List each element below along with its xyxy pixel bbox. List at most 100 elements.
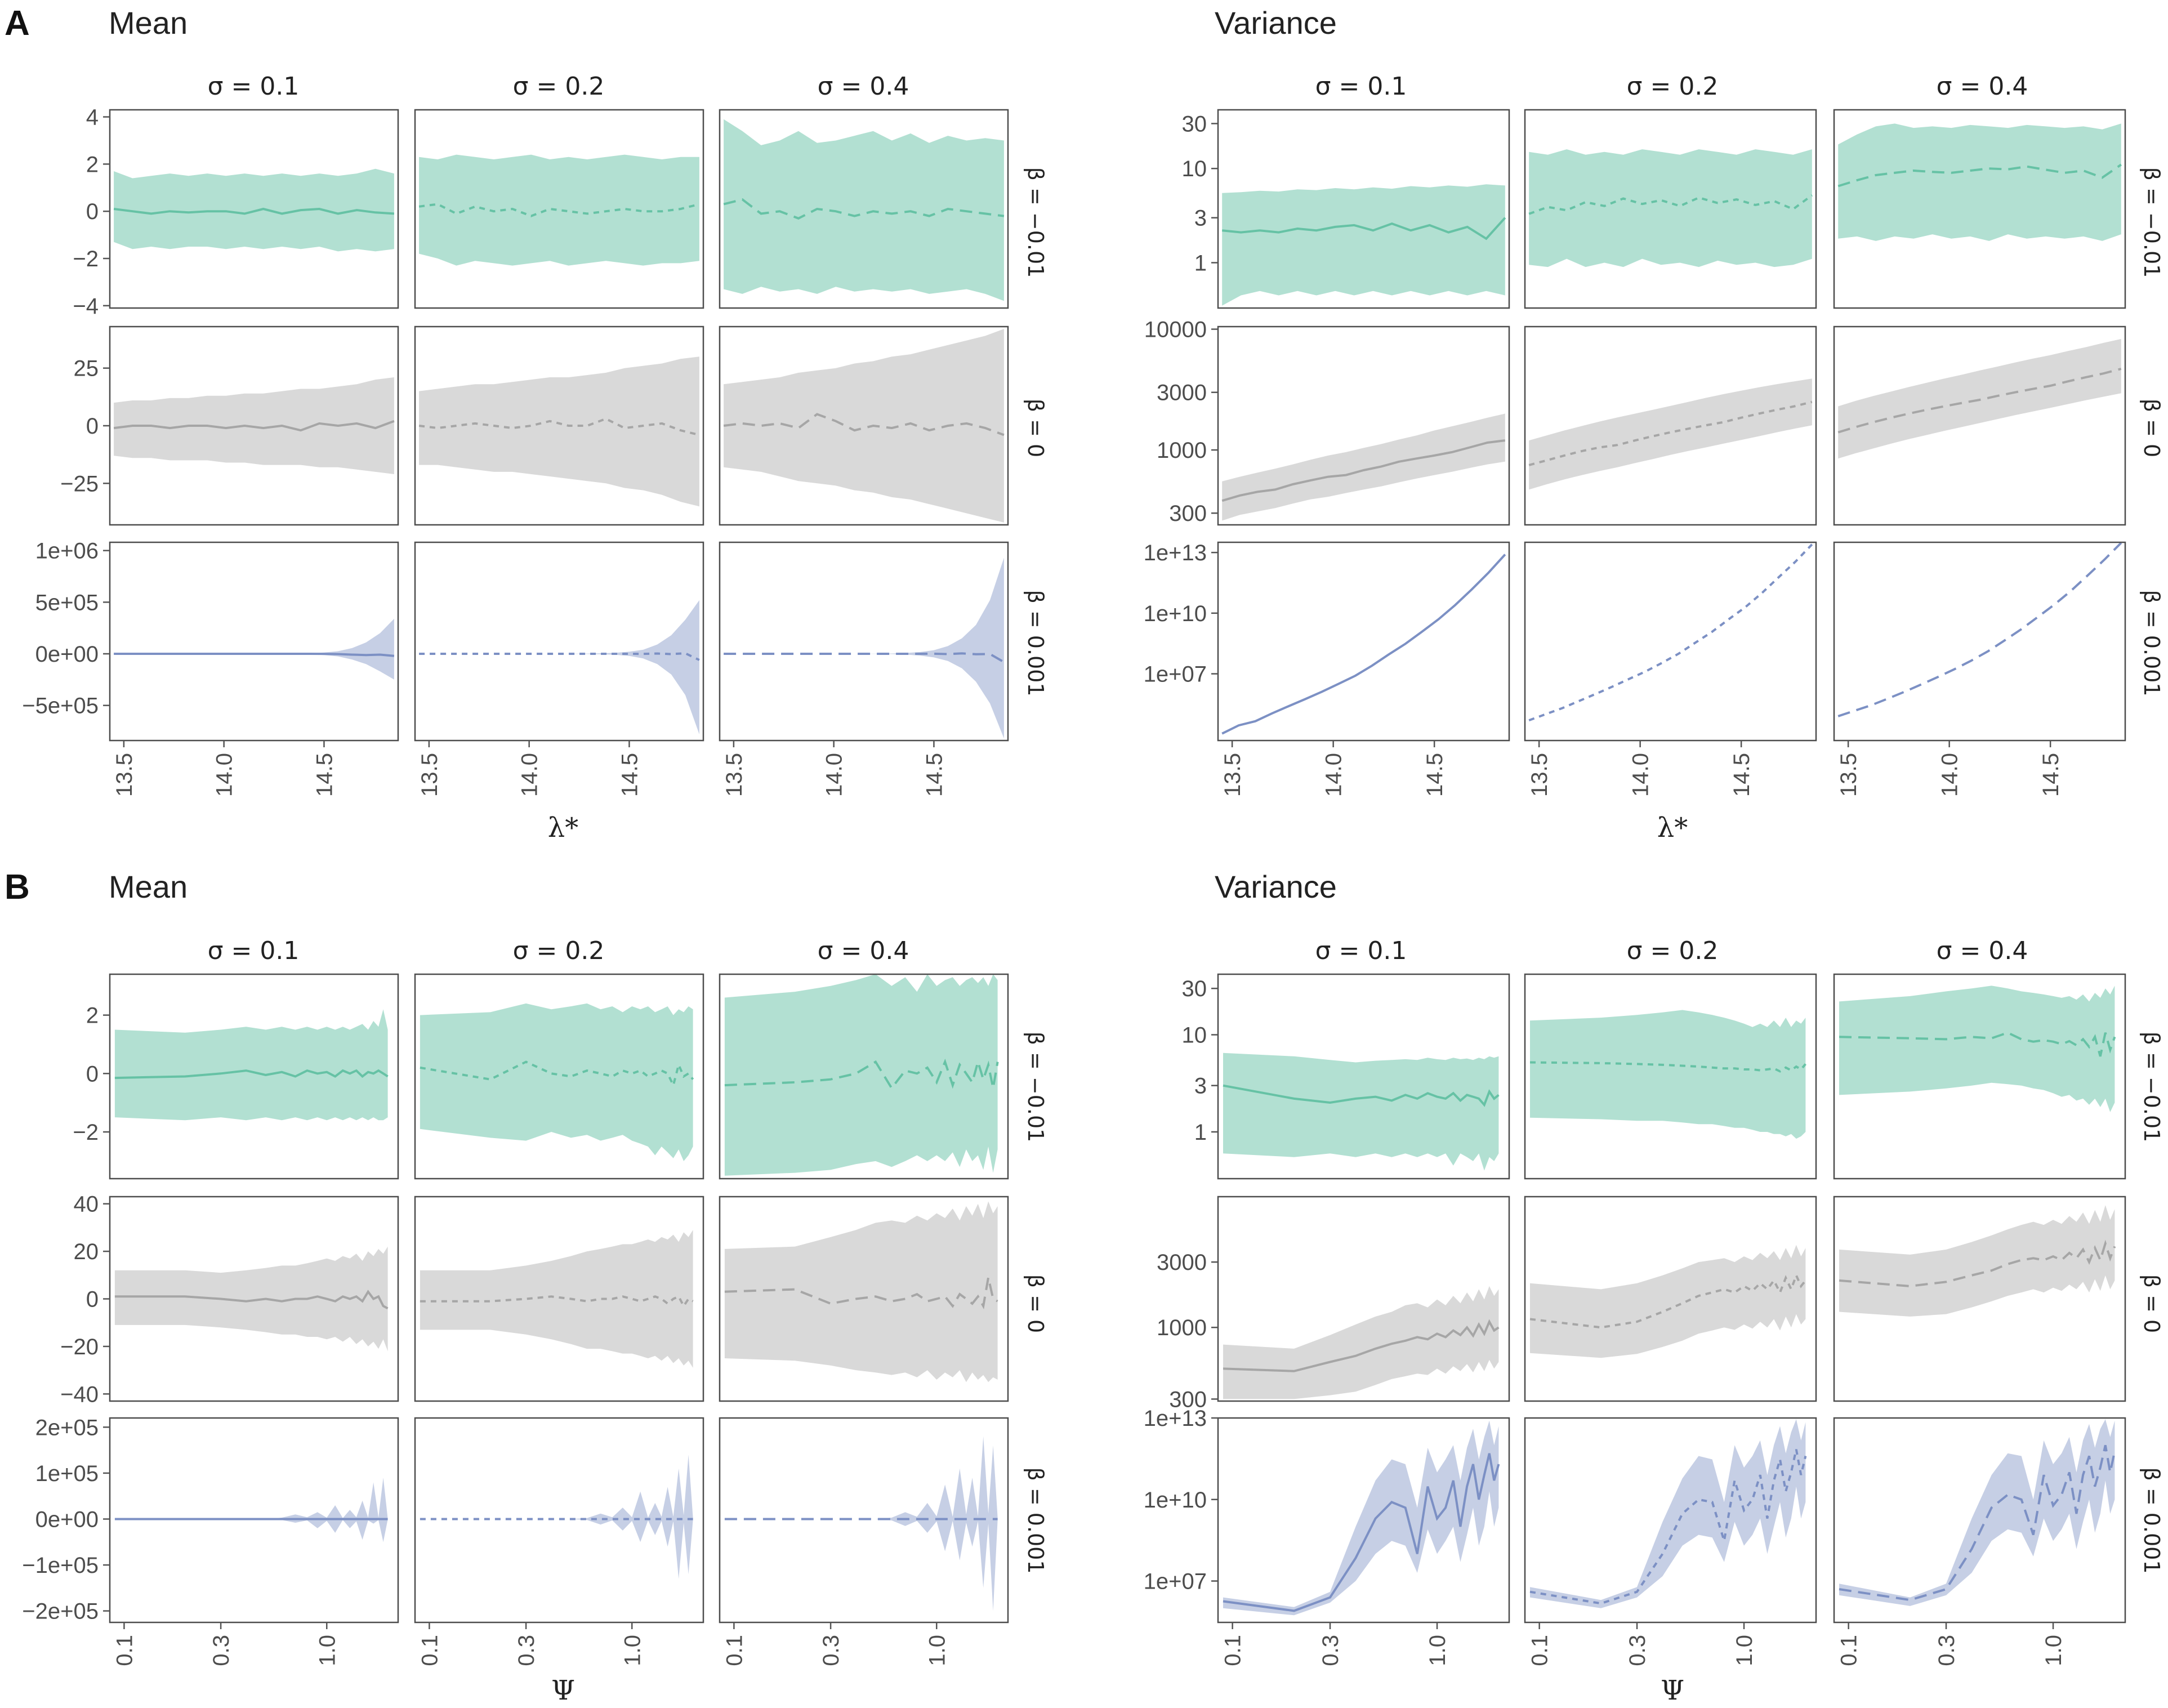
facet-b-variance-r0-c2 [1833, 973, 2126, 1180]
facet-b-mean-r0-c1 [414, 973, 704, 1180]
mean-line-a-mean-r1-c0 [113, 420, 395, 432]
facet-frame [414, 1417, 704, 1624]
x-tick-label: 13.5 [722, 753, 747, 797]
mean-line-b-mean-r1-c1 [420, 1295, 694, 1309]
x-tick-label: 13.5 [112, 753, 137, 797]
y-tick-label: 1e+13 [1144, 541, 1207, 565]
panel-b-mean-x-label: Ψ [551, 1675, 575, 1706]
ribbon-a-mean-r2-c1 [419, 600, 699, 734]
panel-a-mean-title: Mean [109, 5, 188, 41]
y-tick-label: 30 [1182, 976, 1207, 1001]
x-tick-label: 14.0 [822, 753, 847, 797]
panel-a-variance-strip-sigma-0.4: σ = 0.4 [1937, 72, 2028, 101]
panel-a-mean-x-label: λ* [548, 812, 578, 844]
y-tick-label: 3000 [1157, 1250, 1207, 1275]
mean-line-a-variance-r0-c2 [1837, 163, 2122, 188]
facet-frame [1217, 109, 1510, 309]
panel-a-variance-strip-beta-neg: β = −0.01 [2139, 167, 2164, 278]
facet-b-mean-r0-c2 [719, 973, 1009, 1180]
facet-a-mean-r1-c0 [109, 325, 399, 526]
mean-line-b-mean-r0-c2 [724, 1058, 999, 1090]
ribbon-b-variance-r0-c0 [1223, 1053, 1499, 1171]
mean-line-a-mean-r1-c2 [723, 413, 1005, 436]
y-tick-label: 30 [1182, 112, 1207, 136]
y-tick-label: −40 [60, 1382, 99, 1407]
y-tick-label: 3 [1194, 1074, 1207, 1099]
x-tick-label: 1.0 [2041, 1635, 2066, 1666]
panel-a-variance-title: Variance [1215, 5, 1337, 41]
y-tick-label: 300 [1169, 1387, 1207, 1412]
panel-a-variance-strip-sigma-0.2: σ = 0.2 [1627, 72, 1719, 101]
x-tick-label: 0.1 [112, 1635, 137, 1666]
x-tick-label: 0.3 [819, 1635, 844, 1666]
facet-b-mean-r1-c1 [414, 1196, 704, 1402]
mean-line-a-variance-r2-c1 [1528, 543, 1813, 721]
x-tick-label: 0.3 [209, 1635, 234, 1666]
y-tick-label: −2 [73, 247, 99, 271]
ribbon-b-variance-r1-c1 [1530, 1245, 1806, 1358]
y-tick-label: −1e+05 [22, 1553, 99, 1578]
ribbon-a-variance-r1-c1 [1529, 378, 1812, 490]
facet-frame [1217, 1417, 1510, 1624]
x-tick-label: 14.5 [1729, 753, 1754, 797]
facet-a-mean-r2-c1 [414, 541, 704, 742]
x-tick-label: 13.5 [1527, 753, 1552, 797]
mean-line-b-variance-r2-c1 [1529, 1449, 1807, 1605]
x-tick-label: 1.0 [620, 1635, 645, 1666]
ribbon-a-variance-r0-c1 [1529, 149, 1812, 267]
panel-a-mean-strip-beta-neg: β = −0.01 [1023, 167, 1048, 278]
mean-line-b-variance-r1-c2 [1839, 1239, 2116, 1287]
y-tick-label: 5e+05 [35, 590, 99, 615]
y-tick-label: 2 [86, 152, 99, 177]
facet-b-variance-r1-c1 [1524, 1196, 1817, 1402]
facet-frame [1217, 325, 1510, 526]
y-tick-label: 2e+05 [35, 1415, 99, 1440]
facet-b-variance-r1-c0 [1217, 1196, 1510, 1402]
facet-a-mean-r1-c2 [719, 325, 1009, 526]
panel-b-mean-strip-beta-zero: β = 0 [1023, 1274, 1048, 1333]
y-tick-label: 40 [74, 1192, 99, 1217]
facet-a-variance-r2-c0 [1217, 541, 1510, 742]
panel-b-mean-strip-sigma-0.1: σ = 0.1 [208, 936, 300, 965]
panel-a-variance-strip-beta-zero: β = 0 [2139, 399, 2164, 457]
mean-line-b-variance-r0-c1 [1529, 1061, 1806, 1073]
panel-a-mean-strip-sigma-0.4: σ = 0.4 [818, 72, 909, 101]
x-tick-label: 0.3 [1318, 1635, 1343, 1666]
panel-b-variance-strip-beta-pos: β = 0.001 [2139, 1467, 2164, 1573]
facet-a-mean-r0-c1 [414, 109, 704, 309]
facet-b-variance-r0-c1 [1524, 973, 1817, 1180]
y-tick-label: 1e+07 [1144, 1569, 1207, 1594]
facet-frame [719, 325, 1009, 526]
panel-a-variance-strip-sigma-0.1: σ = 0.1 [1315, 72, 1407, 101]
x-tick-label: 0.1 [1837, 1635, 1862, 1666]
panel-b-variance-strip-sigma-0.1: σ = 0.1 [1315, 936, 1407, 965]
panel-a-mean-strip-beta-zero: β = 0 [1023, 399, 1048, 457]
facet-frame [414, 325, 704, 526]
facet-frame [414, 541, 704, 742]
y-tick-label: 10 [1182, 1023, 1207, 1047]
facet-a-variance-r0-c1 [1524, 109, 1817, 309]
mean-line-b-variance-r1-c0 [1223, 1319, 1500, 1372]
facet-b-variance-r2-c0 [1217, 1417, 1510, 1624]
mean-line-a-mean-r2-c2 [724, 652, 1005, 663]
ribbon-a-variance-r0-c0 [1222, 184, 1505, 306]
ribbon-b-variance-r2-c2 [1839, 1419, 2115, 1606]
y-tick-label: −4 [73, 294, 99, 319]
facet-a-mean-r1-c1 [414, 325, 704, 526]
panel-b-variance-strip-sigma-0.2: σ = 0.2 [1627, 936, 1719, 965]
facet-frame [719, 1417, 1009, 1624]
mean-line-a-mean-r2-c1 [419, 652, 700, 661]
x-tick-label: 0.3 [514, 1635, 539, 1666]
y-tick-label: 300 [1169, 501, 1207, 526]
facet-b-mean-r2-c2 [719, 1417, 1009, 1624]
ribbon-b-mean-r0-c1 [420, 1003, 693, 1161]
facet-frame [1524, 1417, 1817, 1624]
x-tick-label: 0.1 [722, 1635, 747, 1666]
facet-frame [414, 109, 704, 309]
panel-b-mean-strip-beta-neg: β = −0.01 [1023, 1032, 1048, 1143]
facet-a-mean-r0-c2 [719, 109, 1009, 309]
facet-frame [1217, 541, 1510, 742]
x-tick-label: 0.1 [417, 1635, 442, 1666]
y-tick-label: 0e+00 [35, 642, 99, 667]
